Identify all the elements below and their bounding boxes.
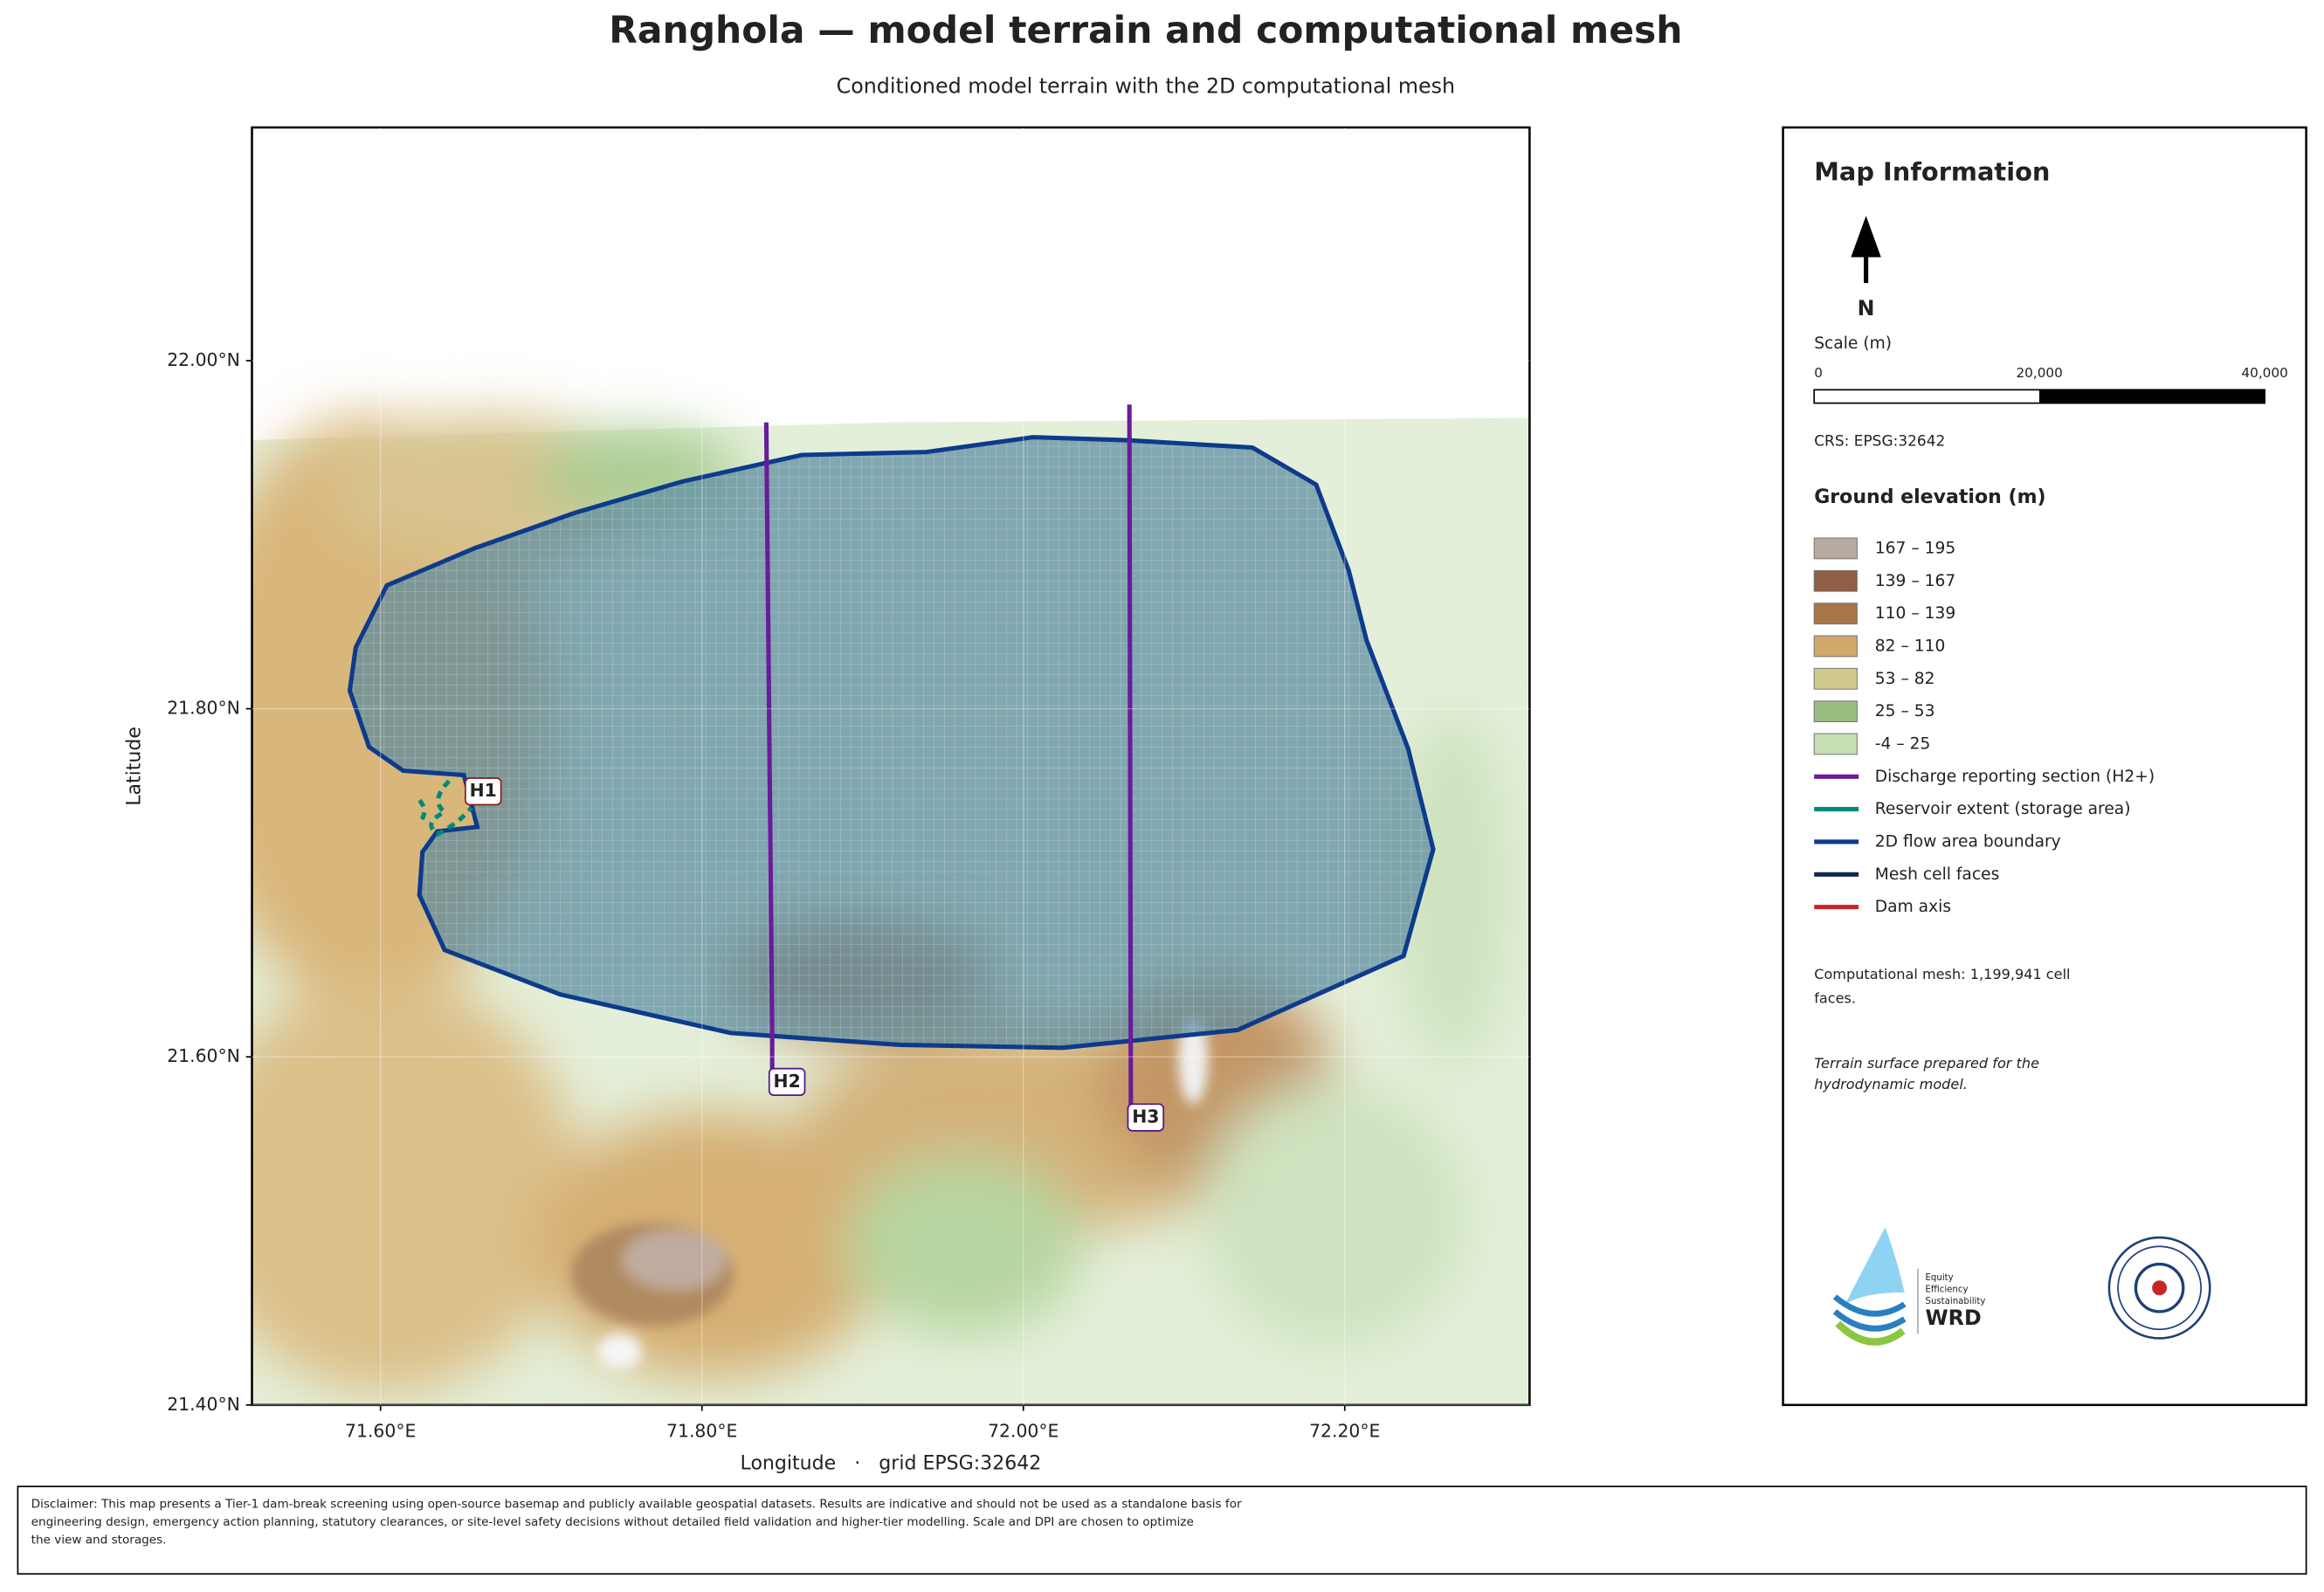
section-h2 xyxy=(763,422,775,1071)
y-axis-label: Latitude xyxy=(123,727,145,806)
legend-label: -4 – 25 xyxy=(1875,734,1931,753)
crs: CRS: EPSG:32642 xyxy=(1814,433,1945,451)
legend-swatch xyxy=(1813,537,1858,560)
legend-label: 139 – 167 xyxy=(1875,572,1955,590)
scale-title: Scale (m) xyxy=(1814,334,1892,353)
y-tick-label: 21.80°N xyxy=(167,698,240,719)
marker-label: H1 xyxy=(470,780,497,801)
x-tick-label: 71.60°E xyxy=(345,1420,416,1441)
legend-swatch xyxy=(1813,635,1858,658)
marker-box xyxy=(768,1067,806,1096)
north-label: N xyxy=(1858,296,1875,320)
legend-label: 82 – 110 xyxy=(1875,637,1946,655)
north-arrow xyxy=(1851,216,1881,284)
disclaimer-box xyxy=(17,1485,2307,1575)
mesh-note: faces. xyxy=(1814,989,1856,1006)
legend-label: 53 – 82 xyxy=(1875,670,1935,688)
scale-label: 20,000 xyxy=(2016,365,2062,381)
legend-label: 110 – 139 xyxy=(1875,604,1955,623)
legend-swatch xyxy=(1813,603,1858,624)
scale-bar xyxy=(1813,389,2265,404)
logo-text: Sustainability xyxy=(1925,1297,1985,1306)
legend-label: Reservoir extent (storage area) xyxy=(1875,800,2131,818)
y-tick-label: 21.60°N xyxy=(167,1045,240,1066)
flow-area-boundary xyxy=(347,435,1436,1051)
logo-text: WRD xyxy=(1925,1306,1981,1330)
logo-text: Efficiency xyxy=(1925,1285,1968,1294)
legend-label: 167 – 195 xyxy=(1875,539,1955,557)
wrd-logo: Equity Efficiency Sustainability WRD xyxy=(1832,1227,1985,1346)
panel-title: Map Information xyxy=(1814,157,2050,187)
y-tick-label: 22.00°N xyxy=(167,349,240,370)
marker-label: H2 xyxy=(774,1071,801,1092)
info-panel xyxy=(1782,126,2307,1407)
terrain-note: Terrain surface prepared for the xyxy=(1814,1055,2039,1072)
disclaimer: the view and storages. xyxy=(31,1533,167,1547)
map-frame xyxy=(251,126,1531,1407)
reservoir xyxy=(416,779,473,837)
x-tick-label: 72.20°E xyxy=(1309,1420,1380,1441)
marker-box xyxy=(1127,1103,1165,1132)
legend-label: 2D flow area boundary xyxy=(1875,832,2061,851)
disclaimer: engineering design, emergency action pla… xyxy=(31,1515,1194,1529)
disclaimer: Disclaimer: This map presents a Tier-1 d… xyxy=(31,1498,1242,1512)
legend-label: Dam axis xyxy=(1875,898,1951,916)
legend-label: 25 – 53 xyxy=(1875,702,1935,720)
legend-swatch xyxy=(1813,700,1858,722)
marker-box xyxy=(465,777,502,806)
map-terrain xyxy=(252,127,1530,1405)
section-h3 xyxy=(1127,404,1134,1107)
x-axis-label: Longitude · grid EPSG:32642 xyxy=(741,1453,1042,1475)
x-tick-label: 72.00°E xyxy=(988,1420,1059,1441)
subtitle: Conditioned model terrain with the 2D co… xyxy=(837,74,1455,99)
legend-swatch xyxy=(1813,569,1858,592)
mesh-note: Computational mesh: 1,199,941 cell xyxy=(1814,966,2070,982)
legend-swatch xyxy=(1813,667,1858,690)
y-tick-label: 21.40°N xyxy=(167,1394,240,1415)
emblem xyxy=(2107,1236,2211,1340)
legend-title: Ground elevation (m) xyxy=(1814,486,2045,508)
title: Ranghola — model terrain and computation… xyxy=(609,10,1682,52)
legend-swatch xyxy=(1813,733,1858,755)
logo-text: Equity xyxy=(1925,1273,1953,1283)
x-tick-label: 71.80°E xyxy=(666,1420,737,1441)
scale-label: 40,000 xyxy=(2241,365,2287,381)
scale-label: 0 xyxy=(1814,365,1823,381)
marker-label: H3 xyxy=(1132,1106,1159,1127)
terrain-note: hydrodynamic model. xyxy=(1814,1076,1968,1092)
legend-label: Mesh cell faces xyxy=(1875,865,2000,884)
legend-label: Discharge reporting section (H2+) xyxy=(1875,768,2155,786)
